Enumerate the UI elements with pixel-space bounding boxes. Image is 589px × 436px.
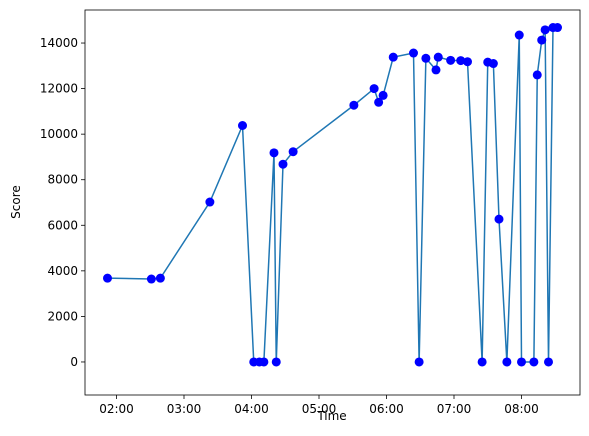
plot-frame — [84, 9, 581, 396]
data-point — [537, 35, 547, 45]
data-point — [288, 147, 298, 157]
data-point — [532, 70, 542, 80]
y-tick-label: 8000 — [47, 173, 78, 187]
y-tick-label: 14000 — [40, 36, 78, 50]
x-tick-label: 07:00 — [437, 402, 472, 416]
data-point — [514, 30, 524, 40]
data-point — [278, 159, 288, 169]
data-point — [446, 55, 456, 65]
data-point — [421, 53, 431, 63]
x-tick-label: 02:00 — [99, 402, 134, 416]
data-point — [433, 52, 443, 62]
x-tick-label: 04:00 — [234, 402, 269, 416]
y-tick-label: 10000 — [40, 127, 78, 141]
data-point — [529, 357, 539, 367]
y-tick-label: 12000 — [40, 82, 78, 96]
x-axis-label: Time — [316, 409, 346, 423]
data-point — [271, 357, 281, 367]
data-point — [414, 357, 424, 367]
data-point — [463, 57, 472, 67]
data-point — [488, 59, 498, 69]
data-point — [517, 357, 526, 367]
y-axis-label: Score — [9, 185, 23, 219]
data-point — [477, 357, 487, 367]
data-point — [205, 197, 215, 207]
data-point — [349, 100, 359, 110]
data-point — [378, 90, 388, 100]
data-point — [259, 357, 269, 367]
data-point — [502, 357, 512, 367]
y-tick-label: 2000 — [47, 309, 78, 323]
data-point — [456, 56, 466, 66]
y-tick-label: 4000 — [47, 264, 78, 278]
data-point — [238, 121, 247, 130]
y-tick-label: 6000 — [47, 218, 78, 232]
y-tick-label: 0 — [70, 355, 78, 369]
data-point — [540, 25, 550, 35]
data-point — [155, 273, 165, 283]
x-tick-label: 06:00 — [369, 402, 404, 416]
data-point — [388, 52, 398, 62]
data-point — [409, 48, 418, 58]
data-point — [374, 97, 384, 107]
data-point — [431, 65, 441, 75]
series-line — [107, 26, 558, 363]
x-tick-label: 08:00 — [504, 402, 539, 416]
data-point — [269, 148, 279, 158]
x-tick-label: 03:00 — [167, 402, 202, 416]
data-point — [369, 84, 379, 94]
data-point — [103, 273, 112, 283]
data-point — [553, 23, 562, 33]
data-point — [146, 274, 156, 284]
data-point — [494, 214, 504, 224]
x-tick-label: 05:00 — [302, 402, 337, 416]
data-point — [544, 357, 553, 367]
